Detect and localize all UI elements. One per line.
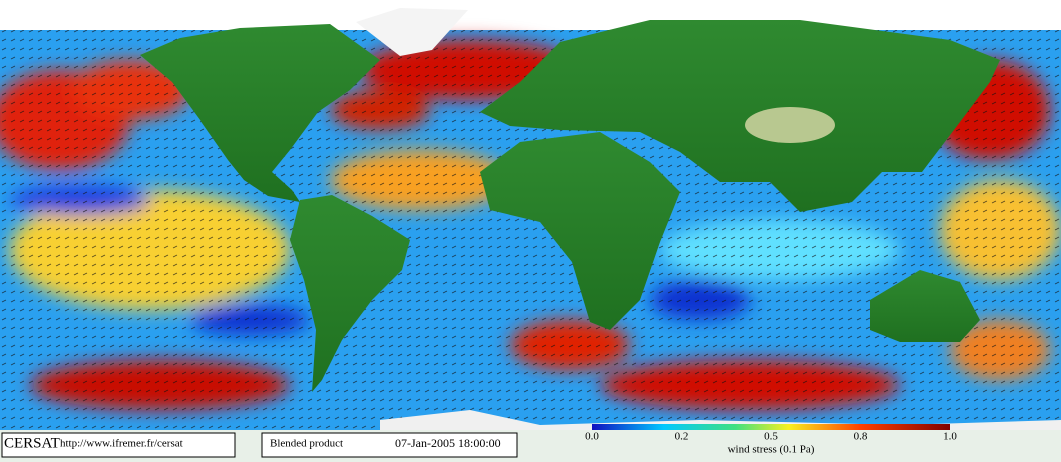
south-america	[290, 195, 410, 392]
colorbar-tick-label: 0.0	[585, 431, 599, 443]
colorbar-tick-label: 0.5	[764, 431, 778, 443]
url: http://www.ifremer.fr/cersat	[60, 438, 183, 450]
logo: CERSAT	[4, 435, 60, 451]
colorbar-tick-label: 1.0	[943, 431, 957, 443]
australia	[870, 270, 980, 342]
logo-box	[1, 432, 236, 458]
colorbar	[592, 424, 950, 430]
north-america	[140, 24, 380, 202]
africa	[480, 132, 680, 330]
product: Blended product	[270, 438, 343, 450]
product-box	[261, 432, 518, 458]
colorbar-label: wind stress (0.1 Pa)	[728, 444, 815, 456]
eurasia	[480, 20, 1000, 212]
colorbar-tick-label: 0.2	[675, 431, 689, 443]
continents	[140, 8, 1061, 430]
colorbar-tick-label: 0.8	[854, 431, 868, 443]
tibet	[745, 107, 835, 143]
date: 07-Jan-2005 18:00:00	[395, 436, 501, 450]
colorbar-ticks: 0.0 0.2 0.5 0.8 1.0	[585, 431, 957, 443]
greenland	[356, 8, 468, 56]
